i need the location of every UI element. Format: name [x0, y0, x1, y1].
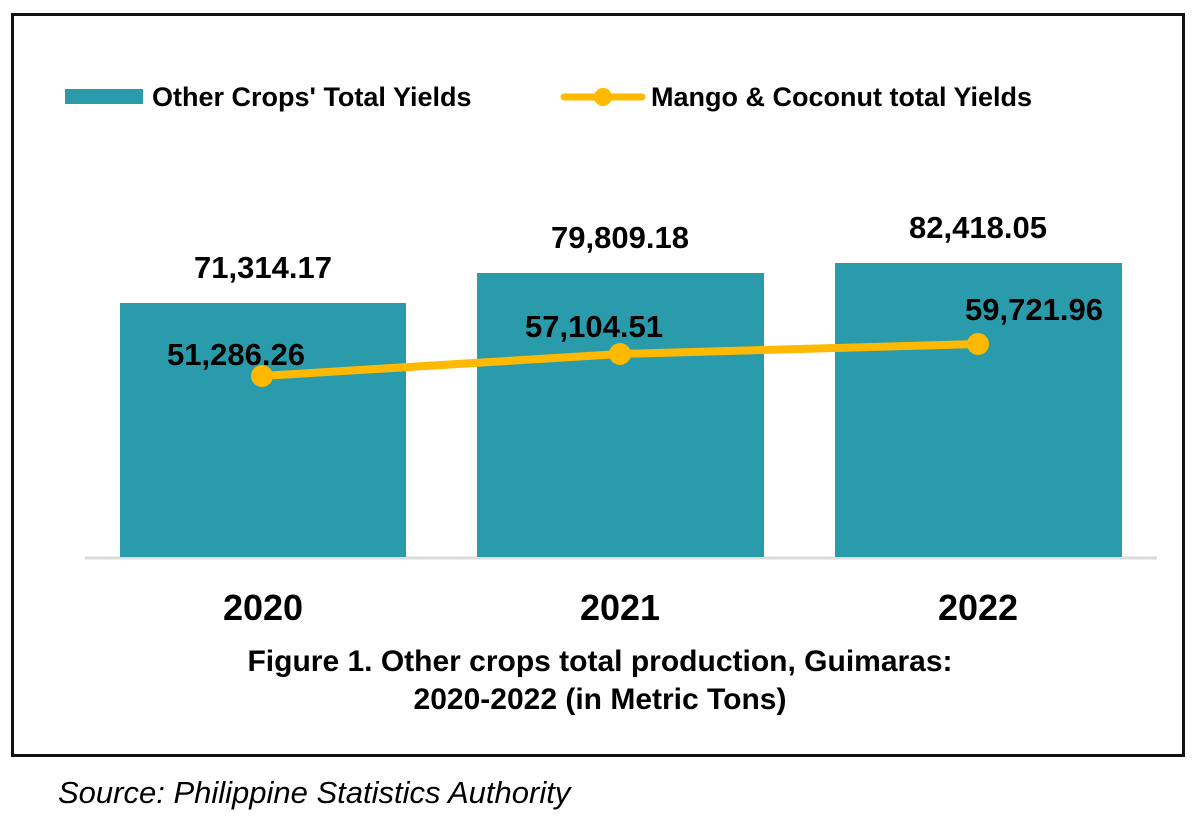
line-point-2022	[967, 333, 989, 355]
x-tick-2021: 2021	[579, 587, 661, 628]
line-point-2021	[609, 343, 631, 365]
x-tick-2022: 2022	[937, 587, 1019, 628]
bar-2021	[477, 273, 764, 557]
figure-caption-line2: 2020-2022 (in Metric Tons)	[413, 683, 787, 716]
bar-value-2022: 82,418.05	[909, 210, 1047, 245]
bar-2020	[120, 303, 406, 557]
line-value-2020: 51,286.26	[167, 337, 305, 372]
bar-value-2021: 79,809.18	[551, 220, 689, 255]
line-value-2022: 59,721.96	[965, 292, 1103, 327]
legend-bar-swatch-icon	[65, 89, 143, 104]
legend-line-marker-icon	[560, 88, 646, 106]
line-point-2020	[251, 365, 273, 387]
figure-caption-line1: Figure 1. Other crops total production, …	[247, 645, 953, 678]
legend-bar-label: Other Crops' Total Yields	[152, 82, 472, 112]
bar-2022	[835, 263, 1122, 557]
x-tick-2020: 2020	[222, 587, 304, 628]
line-value-2021: 57,104.51	[525, 309, 663, 344]
source-note: Source: Philippine Statistics Authority	[58, 775, 571, 810]
legend-line-label: Mango & Coconut total Yields	[651, 82, 1033, 112]
bar-value-2020: 71,314.17	[194, 250, 332, 285]
